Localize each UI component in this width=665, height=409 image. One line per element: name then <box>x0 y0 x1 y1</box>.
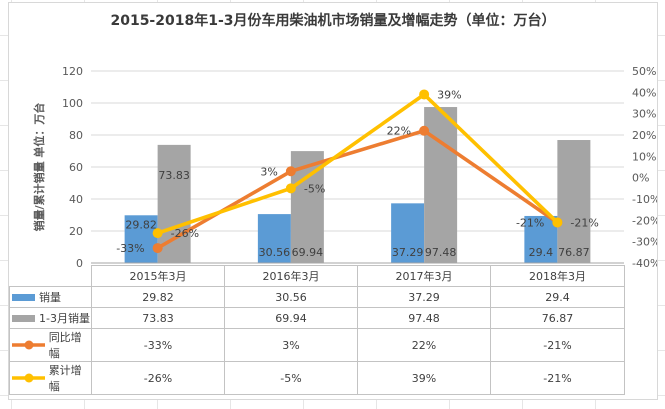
bar-销量 <box>391 203 425 263</box>
table-row: 累计增幅 -26% -5% 39% -21% <box>9 361 625 395</box>
line-value-label: -21% <box>570 216 598 229</box>
legend-bar-swatch-icon <box>12 293 35 301</box>
line-marker-累计增幅 <box>152 228 163 239</box>
table-header-cell: 2018年3月 <box>490 265 625 287</box>
line-marker-累计增幅 <box>552 217 563 228</box>
line-marker-累计增幅 <box>285 183 296 194</box>
legend-line-marker-icon <box>12 373 45 383</box>
table-header-row: 2015年3月 2016年3月 2017年3月 2018年3月 <box>10 265 625 287</box>
legend-cell: 同比增幅 <box>9 328 92 362</box>
table-corner-cell <box>10 266 92 287</box>
bar-销量 <box>257 214 291 263</box>
legend-label: 累计增幅 <box>48 364 82 393</box>
table-value-cell: -26% <box>91 361 225 395</box>
right-axis-tick-label: -10% <box>632 193 657 206</box>
right-axis-tick-label: 10% <box>632 150 656 163</box>
line-value-label: -21% <box>516 216 544 229</box>
table-row: 1-3月销量 73.83 69.94 97.48 76.87 <box>9 307 625 329</box>
left-axis-tick-label: 100 <box>62 97 83 110</box>
legend-line-marker-icon <box>12 340 45 350</box>
bar-销量 <box>124 215 158 263</box>
legend-cell: 1-3月销量 <box>9 307 92 329</box>
data-table-body: 2015年3月 2016年3月 2017年3月 2018年3月销量 29.82 30.56… <box>9 265 625 395</box>
table-value-cell: 30.56 <box>224 286 358 308</box>
bar-销量 <box>524 215 558 263</box>
legend-key: 销量 <box>11 289 91 305</box>
right-axis-tick-label: 0% <box>632 172 649 185</box>
line-marker-同比增幅 <box>152 243 163 254</box>
line-value-label: -33% <box>116 242 144 255</box>
bar-value-label: 29.4 <box>529 246 554 259</box>
left-axis-tick-label: 0 <box>76 257 83 270</box>
table-value-cell: 29.4 <box>490 286 625 308</box>
line-value-label: -5% <box>304 182 325 195</box>
chart-plot: 0 20 40 60 80 100 120 50% 40% 30% 20% 10% 0% -10% -20%… <box>62 65 657 270</box>
table-value-cell: 3% <box>224 328 358 362</box>
bar-value-label: 69.94 <box>292 246 324 259</box>
line-value-label: -26% <box>171 227 199 240</box>
right-axis-tick-label: 40% <box>632 86 656 99</box>
legend-label: 1-3月销量 <box>39 312 90 325</box>
bar-value-label: 76.87 <box>558 246 590 259</box>
table-header-cell: 2016年3月 <box>224 265 358 287</box>
line-marker-累计增幅 <box>419 89 430 100</box>
line-value-label: 22% <box>387 125 411 138</box>
table-value-cell: 29.82 <box>91 286 225 308</box>
table-row: 销量 29.82 30.56 37.29 29.4 <box>9 286 625 308</box>
table-value-cell: 97.48 <box>357 307 491 329</box>
table-value-cell: 37.29 <box>357 286 491 308</box>
table-value-cell: 73.83 <box>91 307 225 329</box>
table-value-cell: 39% <box>357 361 491 395</box>
table-value-cell: -5% <box>224 361 358 395</box>
left-axis-tick-label: 120 <box>62 65 83 78</box>
legend-key: 累计增幅 <box>11 363 91 394</box>
left-axis-tick-label: 20 <box>69 225 83 238</box>
legend-cell: 累计增幅 <box>9 361 92 395</box>
chart-area: 2015-2018年1-3月份车用柴油机市场销量及增幅走势（单位：万台） 销量/… <box>8 2 658 400</box>
right-axis-tick-label: -20% <box>632 214 657 227</box>
bar-value-label: 73.83 <box>158 169 190 182</box>
line-value-label: 39% <box>437 88 461 101</box>
left-axis-tick-label: 60 <box>69 161 83 174</box>
left-axis-tick-label: 80 <box>69 129 83 142</box>
table-header-cell: 2017年3月 <box>357 265 491 287</box>
bar-1-3月销量 <box>557 140 591 263</box>
chart-title: 2015-2018年1-3月份车用柴油机市场销量及增幅走势（单位：万台） <box>110 13 556 29</box>
bar-value-label: 30.56 <box>259 246 291 259</box>
right-axis-tick-label: 20% <box>632 129 656 142</box>
data-table: 2015年3月 2016年3月 2017年3月 2018年3月销量 29.82 30.56… <box>9 265 625 395</box>
table-value-cell: 22% <box>357 328 491 362</box>
table-header-cell: 2015年3月 <box>91 265 225 287</box>
legend-cell: 销量 <box>9 286 92 308</box>
table-row: 同比增幅 -33% 3% 22% -21% <box>9 328 625 362</box>
legend-key: 1-3月销量 <box>11 310 91 326</box>
line-marker-同比增幅 <box>419 125 430 136</box>
table-value-cell: -21% <box>490 328 625 362</box>
table-value-cell: -21% <box>490 361 625 395</box>
bar-value-label: 29.82 <box>125 218 157 231</box>
right-axis-tick-label: 50% <box>632 65 656 78</box>
legend-label: 同比增幅 <box>48 331 82 360</box>
left-axis-tick-label: 40 <box>69 193 83 206</box>
legend-bar-swatch-icon <box>12 314 35 322</box>
line-累计增幅 <box>157 92 559 235</box>
right-axis-tick-label: -40% <box>632 257 657 270</box>
line-同比增幅 <box>156 128 559 250</box>
legend-key: 同比增幅 <box>11 330 91 361</box>
table-value-cell: -33% <box>91 328 225 362</box>
right-axis-tick-label: -30% <box>632 236 657 249</box>
line-marker-同比增幅 <box>285 166 296 177</box>
table-value-cell: 69.94 <box>224 307 358 329</box>
right-axis-tick-label: 30% <box>632 108 656 121</box>
bar-value-label: 97.48 <box>425 246 457 259</box>
line-value-label: 3% <box>260 165 277 178</box>
table-value-cell: 76.87 <box>490 307 625 329</box>
bar-value-label: 37.29 <box>392 246 424 259</box>
legend-label: 销量 <box>39 291 61 304</box>
